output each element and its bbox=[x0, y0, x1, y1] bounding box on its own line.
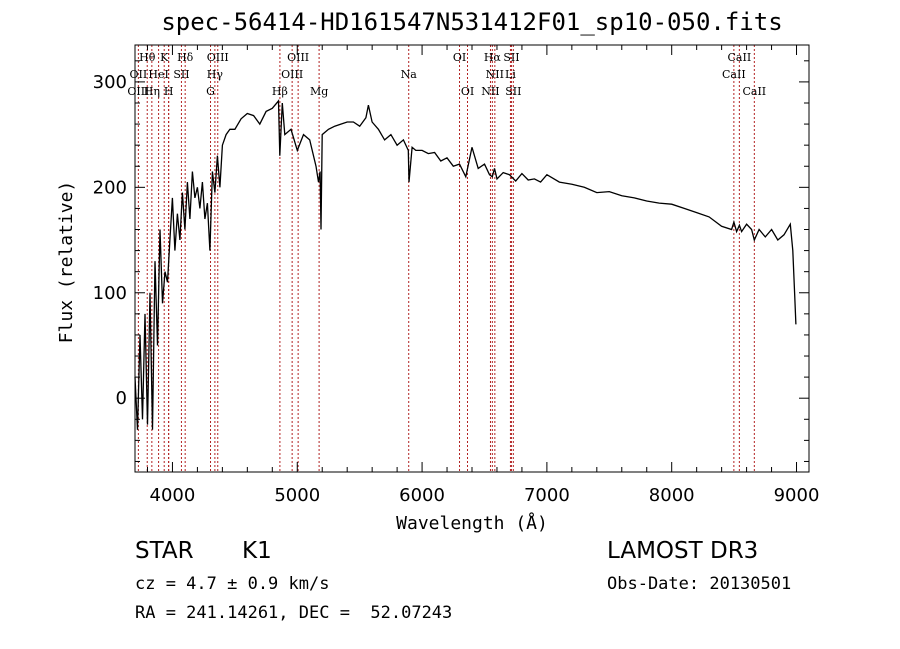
spectral-line-label: HeI bbox=[148, 68, 168, 81]
spectral-line-label: Hγ bbox=[207, 68, 224, 81]
spectral-line-label: CaII bbox=[722, 68, 746, 81]
spectral-line-label: OI bbox=[453, 51, 466, 64]
spectral-line-label: OIII bbox=[281, 68, 303, 81]
redshift-velocity: cz = 4.7 ± 0.9 km/s bbox=[135, 574, 330, 594]
plot-frame bbox=[134, 44, 810, 473]
y-tick-label: 300 bbox=[93, 72, 127, 93]
spectral-line-label: Li bbox=[505, 68, 516, 81]
spectral-line-label: Hθ bbox=[139, 51, 156, 64]
spectral-line-label: Mg bbox=[310, 85, 328, 98]
object-class: STAR bbox=[135, 538, 194, 564]
spectral-line-label: Hα bbox=[484, 51, 502, 64]
y-tick-label: 100 bbox=[93, 283, 127, 304]
object-subclass: K1 bbox=[242, 538, 272, 564]
y-tick-label: 0 bbox=[116, 388, 127, 409]
x-tick-label: 7000 bbox=[524, 485, 570, 506]
spectral-line-label: OIII bbox=[287, 51, 309, 64]
x-axis-label: Wavelength (Å) bbox=[396, 512, 548, 534]
spectral-line-label: K bbox=[160, 51, 169, 64]
x-tick-label: 9000 bbox=[774, 485, 820, 506]
spectral-line-label: G bbox=[206, 85, 215, 98]
survey-name: LAMOST DR3 bbox=[607, 538, 759, 564]
x-tick-label: 8000 bbox=[649, 485, 695, 506]
spectral-line-label: OIII bbox=[207, 51, 229, 64]
spectral-line-markers bbox=[137, 45, 755, 472]
spectral-line-label: H bbox=[164, 85, 174, 98]
spectral-line-label: SII bbox=[505, 85, 521, 98]
x-tick-label: 4000 bbox=[150, 485, 196, 506]
x-tick-label: 5000 bbox=[274, 485, 320, 506]
spectral-line-label: OI bbox=[461, 85, 474, 98]
coordinates: RA = 241.14261, DEC = 52.07243 bbox=[135, 603, 453, 623]
x-tick-label: 6000 bbox=[399, 485, 445, 506]
spectrum-series-line bbox=[134, 99, 797, 430]
spectral-line-label: Hβ bbox=[272, 85, 288, 98]
spectral-line-label: OIII bbox=[127, 85, 149, 98]
spectral-line-label: Na bbox=[401, 68, 418, 81]
spectral-line-label: NII bbox=[486, 68, 504, 81]
spectral-line-label: CaII bbox=[742, 85, 766, 98]
spectral-line-label: OII bbox=[130, 68, 148, 81]
y-axis-label: Flux (relative) bbox=[56, 181, 77, 344]
y-tick-label: 200 bbox=[93, 177, 127, 198]
observation-date: Obs-Date: 20130501 bbox=[607, 574, 792, 594]
axes: 4000 5000 6000 7000 8000 9000 0 100 200 300 bbox=[93, 45, 820, 506]
chart-title: spec-56414-HD161547N531412F01_sp10-050.f… bbox=[161, 8, 782, 36]
spectral-line-label: NII bbox=[481, 85, 499, 98]
spectral-line-label: CaII bbox=[728, 51, 752, 64]
spectral-line-label: Hδ bbox=[177, 51, 194, 64]
spectral-line-label: Hη bbox=[144, 85, 160, 98]
spectral-line-label: SII bbox=[503, 51, 519, 64]
spectral-line-label: SII bbox=[173, 68, 189, 81]
